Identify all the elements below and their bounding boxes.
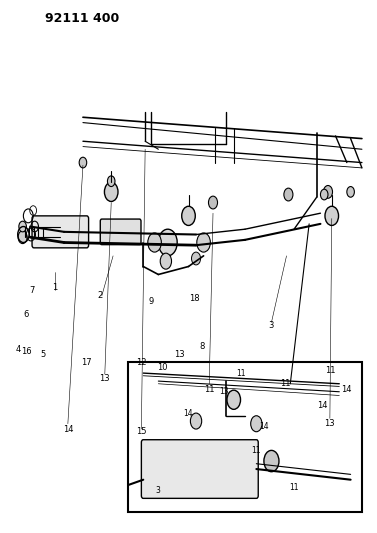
Text: 5: 5 (41, 350, 46, 359)
Circle shape (19, 221, 26, 232)
Text: 2: 2 (97, 292, 103, 300)
Text: 11: 11 (289, 483, 299, 492)
Text: 7: 7 (29, 286, 35, 295)
Text: 13: 13 (100, 374, 110, 383)
Text: 3: 3 (269, 321, 274, 329)
Text: 14: 14 (63, 425, 73, 433)
Circle shape (227, 390, 241, 409)
Text: 11: 11 (280, 379, 291, 388)
Circle shape (148, 233, 161, 252)
Text: 10: 10 (157, 364, 167, 372)
Text: 13: 13 (174, 350, 184, 359)
Circle shape (325, 206, 339, 225)
Circle shape (197, 233, 210, 252)
Circle shape (107, 176, 115, 187)
Circle shape (190, 413, 202, 429)
Circle shape (160, 253, 172, 269)
Text: 6: 6 (23, 310, 28, 319)
Circle shape (182, 206, 195, 225)
Circle shape (192, 252, 201, 265)
Text: 14: 14 (184, 409, 193, 417)
Circle shape (104, 182, 118, 201)
Text: 1: 1 (52, 284, 57, 292)
Circle shape (284, 188, 293, 201)
Text: 4: 4 (15, 345, 21, 353)
Text: 11: 11 (251, 446, 261, 455)
Text: 15: 15 (136, 427, 147, 436)
Text: 17: 17 (81, 358, 91, 367)
Bar (128, 362, 362, 512)
Text: 14: 14 (341, 385, 351, 393)
Text: 92111 400: 92111 400 (45, 12, 120, 25)
Circle shape (208, 196, 218, 209)
Circle shape (251, 416, 262, 432)
Text: 11: 11 (325, 366, 335, 375)
Text: 12: 12 (136, 358, 147, 367)
Circle shape (158, 229, 177, 256)
Text: 18: 18 (189, 294, 199, 303)
Circle shape (323, 185, 333, 198)
FancyBboxPatch shape (100, 219, 141, 245)
Text: 14: 14 (259, 422, 269, 431)
FancyBboxPatch shape (32, 216, 89, 248)
Text: 11: 11 (236, 369, 246, 377)
Circle shape (79, 157, 87, 168)
Circle shape (320, 189, 328, 200)
Circle shape (264, 450, 279, 472)
Circle shape (18, 231, 27, 244)
Text: 9: 9 (148, 297, 153, 305)
Circle shape (347, 187, 354, 197)
Ellipse shape (34, 217, 87, 247)
Text: 13: 13 (219, 387, 229, 396)
FancyBboxPatch shape (141, 440, 258, 498)
Text: 3: 3 (156, 486, 161, 495)
Text: 11: 11 (204, 385, 215, 393)
Text: 16: 16 (21, 348, 32, 356)
Text: 13: 13 (325, 419, 335, 428)
Text: 8: 8 (199, 342, 204, 351)
Text: 14: 14 (317, 401, 328, 409)
